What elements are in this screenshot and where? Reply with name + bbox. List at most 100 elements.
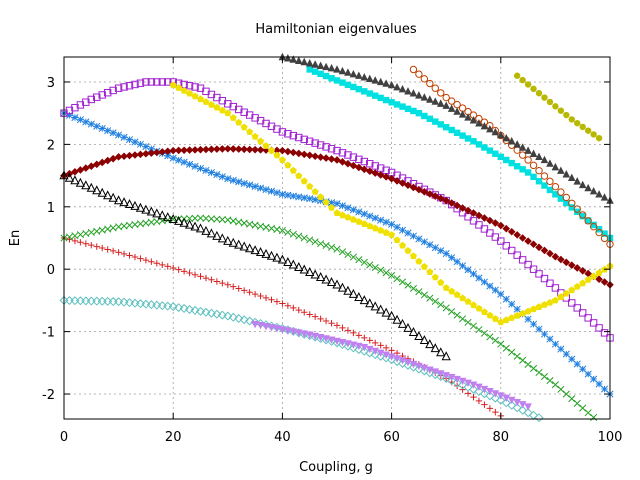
data-point	[535, 152, 543, 161]
data-point	[191, 83, 199, 91]
data-point	[366, 212, 374, 220]
data-point	[579, 123, 586, 131]
series-open-triangle	[59, 170, 451, 361]
data-point	[398, 179, 407, 187]
data-point	[71, 232, 79, 240]
data-point	[464, 113, 472, 121]
data-point	[513, 305, 521, 313]
data-point	[371, 76, 380, 84]
data-point	[508, 246, 516, 255]
data-point	[458, 380, 468, 390]
data-point	[502, 394, 511, 402]
data-point	[415, 362, 423, 371]
x-tick-label: 20	[165, 430, 182, 445]
data-point	[513, 352, 521, 360]
data-point	[322, 143, 330, 151]
data-point	[562, 350, 570, 358]
data-point	[349, 206, 357, 214]
data-point	[229, 114, 237, 121]
data-point	[195, 223, 206, 233]
data-point	[130, 200, 140, 210]
data-point	[491, 127, 500, 136]
data-point	[513, 163, 521, 170]
data-point	[497, 318, 505, 326]
data-point	[355, 163, 363, 172]
data-point	[224, 281, 231, 289]
data-point	[93, 243, 100, 250]
data-point	[442, 284, 450, 291]
data-point	[344, 340, 352, 348]
data-point	[159, 261, 166, 269]
data-point	[327, 145, 336, 153]
data-point	[65, 233, 74, 241]
data-point	[381, 353, 391, 363]
data-point	[432, 118, 439, 125]
data-point	[382, 79, 390, 87]
data-point	[518, 405, 528, 415]
data-point	[503, 156, 510, 164]
data-point	[387, 174, 396, 183]
data-point	[579, 279, 587, 287]
data-point	[70, 175, 80, 185]
data-point	[300, 135, 308, 144]
data-point	[382, 218, 390, 226]
data-point	[64, 172, 75, 182]
data-point	[371, 162, 379, 170]
data-point	[284, 147, 292, 156]
data-point	[306, 137, 314, 145]
data-point	[403, 322, 413, 332]
data-point	[202, 214, 210, 222]
data-point	[355, 342, 363, 351]
data-point	[135, 299, 145, 309]
data-point	[256, 321, 265, 330]
data-point	[377, 94, 384, 102]
data-point	[217, 233, 227, 243]
data-point	[245, 145, 254, 154]
data-point	[578, 266, 587, 275]
data-point	[174, 146, 183, 155]
data-point	[382, 228, 390, 236]
data-point	[486, 124, 494, 133]
data-point	[338, 248, 347, 256]
plot-frame	[63, 56, 611, 420]
data-point	[76, 116, 84, 124]
data-point	[77, 239, 84, 246]
data-point	[437, 278, 445, 286]
data-point	[267, 324, 276, 332]
data-point	[163, 212, 173, 222]
data-point	[453, 129, 461, 137]
data-point	[452, 378, 462, 388]
data-point	[295, 306, 302, 314]
data-point	[316, 153, 325, 161]
data-point	[333, 245, 341, 253]
data-point	[240, 179, 248, 187]
data-point	[529, 161, 538, 170]
data-point	[108, 297, 118, 307]
data-point	[191, 162, 199, 170]
data-point	[567, 261, 576, 269]
data-point	[109, 247, 117, 255]
data-point	[399, 103, 406, 110]
data-point	[332, 338, 342, 348]
data-point	[409, 65, 418, 74]
data-point	[480, 225, 489, 233]
data-point	[475, 119, 483, 127]
data-point	[251, 145, 259, 154]
series-filled-diamond	[60, 144, 614, 289]
data-point	[103, 156, 112, 165]
data-point	[470, 393, 477, 401]
data-point	[551, 296, 559, 304]
data-point	[344, 250, 352, 259]
data-point	[268, 296, 275, 303]
data-point	[157, 210, 167, 220]
data-point	[224, 144, 232, 153]
data-point	[317, 315, 324, 323]
data-point	[480, 329, 488, 337]
data-point	[403, 360, 413, 370]
data-point	[573, 360, 581, 368]
data-point	[343, 341, 353, 351]
data-point	[201, 307, 211, 317]
data-point	[502, 242, 510, 250]
data-point	[579, 404, 587, 412]
data-point	[530, 320, 538, 328]
